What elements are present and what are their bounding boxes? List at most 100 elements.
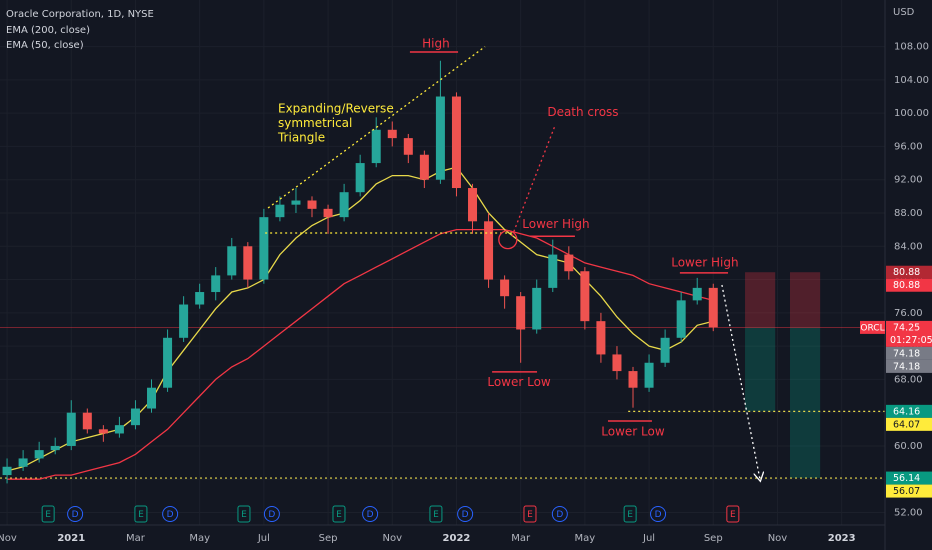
symbol-badge: [860, 320, 885, 334]
candle-body: [468, 188, 478, 222]
y-tick-label: 104.00: [894, 75, 929, 86]
price-badge: [886, 417, 932, 431]
y-tick-label: 100.00: [894, 108, 929, 119]
candle-body: [548, 254, 558, 288]
price-badge: [886, 471, 932, 485]
x-tick-label: 2023: [828, 533, 856, 544]
event-label: D: [367, 510, 374, 520]
event-icon: [134, 505, 148, 523]
annotation-text: Expanding/Reverse: [278, 101, 394, 115]
candle-body: [628, 371, 638, 388]
candle-body: [644, 362, 654, 388]
stop-zone: [745, 272, 776, 328]
candle-body: [580, 271, 590, 322]
candle-body: [34, 450, 44, 459]
event-label: E: [45, 510, 51, 520]
event-label: D: [556, 510, 563, 520]
price-badge: [886, 320, 932, 347]
candle-body: [484, 221, 494, 280]
candle-body: [564, 254, 574, 272]
candle-body: [323, 208, 333, 218]
candle-body: [227, 246, 237, 276]
trend-drawing: [267, 46, 486, 209]
price-badge: [886, 359, 932, 373]
x-tick-label: Nov: [768, 533, 788, 544]
event-icon: [237, 505, 251, 523]
price-badge-label: 74.25: [893, 322, 920, 333]
target-zone: [745, 327, 776, 412]
x-tick-label: Mar: [511, 533, 531, 544]
event-icon: [457, 506, 474, 522]
x-tick-label: Sep: [319, 533, 338, 544]
event-label: D: [655, 510, 662, 520]
y-tick-label: 60.00: [894, 441, 923, 452]
candle-body: [66, 412, 76, 446]
x-tick-label: May: [189, 533, 210, 544]
event-label: E: [241, 510, 247, 520]
plot-area: High Expanding/ReversesymmetricalTriangle…: [0, 37, 885, 523]
event-icon: [551, 506, 568, 522]
y-tick-label: 88.00: [894, 208, 923, 219]
event-label: E: [527, 510, 533, 520]
annotation-text: Death cross: [547, 105, 618, 119]
x-tick-label: Nov: [382, 533, 402, 544]
candle-body: [147, 387, 157, 409]
price-badge: [886, 346, 932, 360]
annotation-text: High: [422, 37, 450, 51]
target-zone: [789, 327, 821, 479]
event-icon: [523, 505, 537, 523]
candle-body: [612, 354, 622, 372]
candle-body: [2, 466, 12, 476]
y-tick-label: 52.00: [894, 508, 923, 519]
ema-line: [6, 166, 714, 472]
ema-line: [7, 228, 714, 480]
price-badge: [886, 265, 932, 279]
price-badge: [886, 278, 932, 292]
x-tick-label: Jul: [642, 533, 655, 544]
annotation-text: symmetrical: [278, 116, 352, 130]
x-tick-label: 2021: [57, 533, 85, 544]
candle-body: [114, 425, 124, 434]
event-label: D: [462, 510, 469, 520]
annotation-marker: [498, 229, 518, 250]
candle-body: [419, 154, 429, 180]
event-label: D: [268, 510, 275, 520]
candle-body: [660, 337, 670, 363]
candle-body: [50, 445, 60, 451]
symbol-label: ORCL: [860, 323, 884, 333]
event-label: D: [72, 510, 79, 520]
candle-body: [98, 429, 108, 434]
price-badge-label: 74.18: [893, 348, 920, 359]
y-tick-label: 84.00: [894, 241, 923, 252]
price-badge-label: 74.18: [893, 361, 920, 372]
candle-body: [500, 279, 510, 297]
indicator-label: EMA (50, close): [6, 40, 84, 51]
x-tick-label: Sep: [704, 533, 723, 544]
event-label: E: [433, 510, 439, 520]
event-icon: [162, 506, 179, 522]
y-tick-label: 68.00: [894, 374, 923, 385]
x-tick-label: 2022: [443, 533, 471, 544]
candle-body: [307, 200, 317, 209]
candle-body: [451, 96, 461, 189]
candle-body: [708, 287, 718, 328]
candle-body: [403, 138, 413, 155]
candle-body: [179, 304, 189, 338]
candle-body: [195, 292, 205, 305]
event-icon: [623, 505, 637, 523]
x-tick-label: Mar: [126, 533, 146, 544]
candle-body: [163, 337, 173, 388]
candle-body: [291, 200, 301, 205]
event-icon: [362, 506, 379, 522]
price-badge: [886, 404, 932, 418]
candle-body: [387, 129, 397, 139]
event-icon: [429, 505, 443, 523]
candle-body: [211, 275, 221, 293]
candle-body: [435, 96, 445, 180]
candle-body: [355, 163, 365, 193]
event-label: E: [730, 510, 736, 520]
event-icon: [263, 506, 280, 522]
